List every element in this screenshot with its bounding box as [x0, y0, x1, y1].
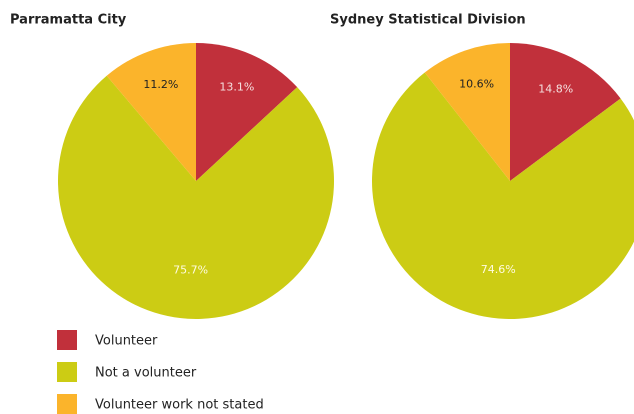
- legend-label: Not a volunteer: [95, 366, 197, 381]
- pie-slice: [372, 72, 634, 319]
- legend-label: Volunteer work not stated: [95, 398, 264, 413]
- legend-swatch: [57, 394, 77, 414]
- legend-swatch: [57, 362, 77, 382]
- legend-swatch: [57, 330, 77, 350]
- slice-label: 11.2%: [143, 78, 178, 91]
- slice-label: 74.6%: [481, 263, 516, 276]
- pie-slice: [196, 43, 298, 181]
- pie-slice: [424, 43, 510, 181]
- legend-label: Volunteer: [95, 334, 158, 349]
- pie-slice: [106, 43, 196, 181]
- pie-slice: [57, 75, 334, 320]
- slice-label: 13.1%: [219, 80, 254, 93]
- slice-label: 75.7%: [173, 264, 208, 277]
- slice-label: 14.8%: [538, 83, 573, 96]
- chart-title: Parramatta City: [10, 13, 127, 28]
- pie-slice: [510, 43, 621, 181]
- slice-label: 10.6%: [459, 77, 494, 90]
- chart-title: Sydney Statistical Division: [330, 13, 526, 28]
